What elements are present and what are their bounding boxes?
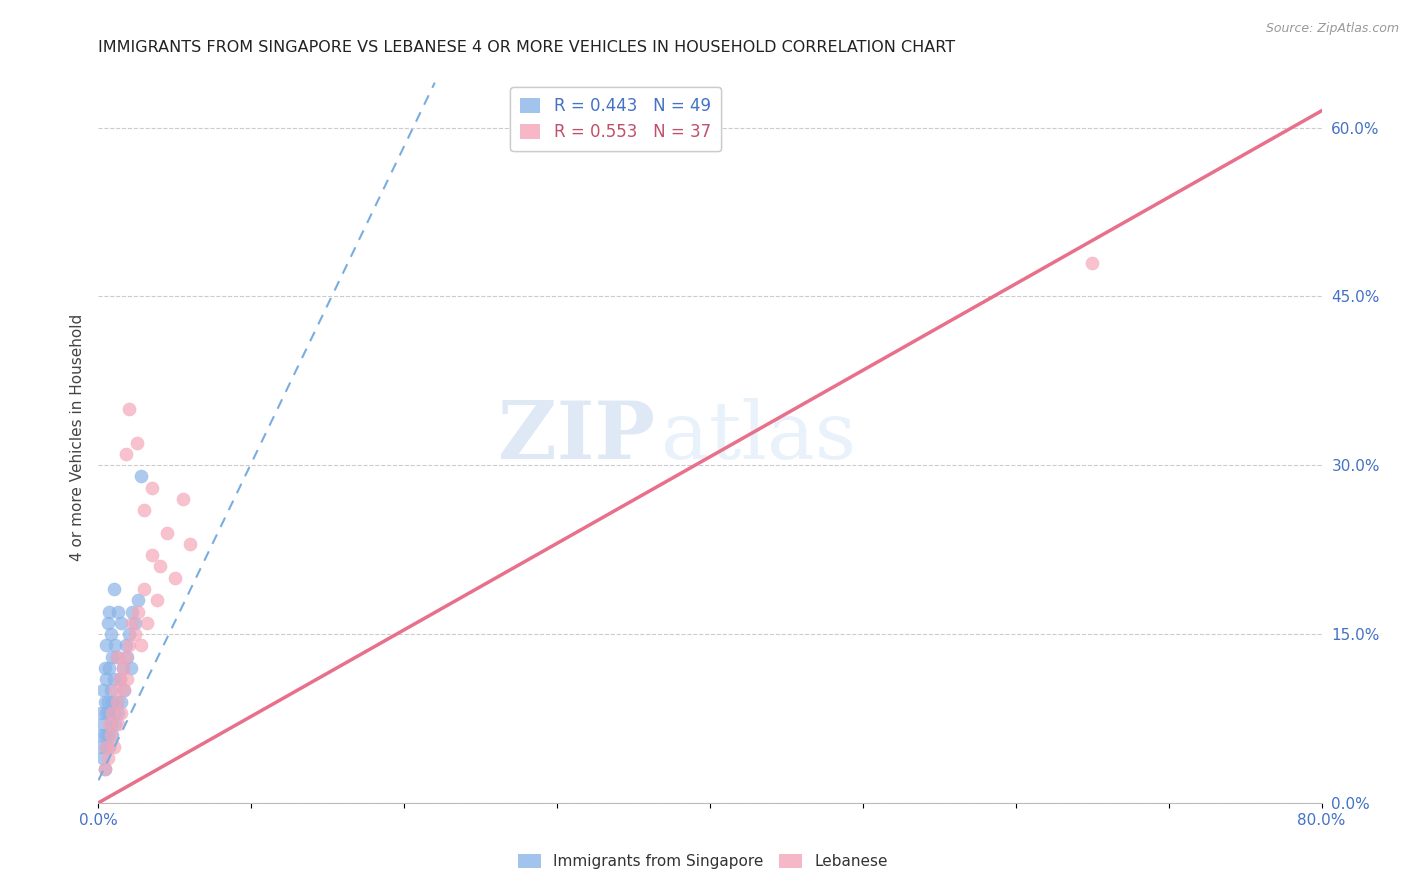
Point xyxy=(117,649,139,664)
Point xyxy=(118,627,141,641)
Point xyxy=(141,481,163,495)
Point xyxy=(163,571,186,585)
Point xyxy=(93,762,115,776)
Point xyxy=(100,627,122,641)
Point xyxy=(149,559,172,574)
Point xyxy=(90,728,112,742)
Legend: R = 0.443   N = 49, R = 0.553   N = 37: R = 0.443 N = 49, R = 0.553 N = 37 xyxy=(510,87,721,152)
Point xyxy=(98,661,121,675)
Point xyxy=(94,739,117,754)
Point xyxy=(101,649,124,664)
Point xyxy=(120,661,142,675)
Point xyxy=(97,615,120,630)
Point xyxy=(111,661,134,675)
Text: atlas: atlas xyxy=(661,398,856,476)
Point xyxy=(108,672,131,686)
Point xyxy=(104,638,127,652)
Point xyxy=(91,683,114,698)
Point xyxy=(105,649,128,664)
Point xyxy=(91,717,114,731)
Point xyxy=(93,661,115,675)
Point xyxy=(117,672,139,686)
Point xyxy=(110,694,132,708)
Point xyxy=(1081,255,1104,269)
Point xyxy=(107,605,129,619)
Point xyxy=(107,717,129,731)
Point xyxy=(97,751,120,765)
Point xyxy=(105,694,128,708)
Point xyxy=(97,694,120,708)
Text: IMMIGRANTS FROM SINGAPORE VS LEBANESE 4 OR MORE VEHICLES IN HOUSEHOLD CORRELATIO: IMMIGRANTS FROM SINGAPORE VS LEBANESE 4 … xyxy=(98,40,956,55)
Point xyxy=(112,683,135,698)
Point xyxy=(90,706,112,720)
Point xyxy=(141,548,163,562)
Point xyxy=(100,683,122,698)
Y-axis label: 4 or more Vehicles in Household: 4 or more Vehicles in Household xyxy=(69,313,84,561)
Point xyxy=(93,762,115,776)
Point xyxy=(134,582,156,596)
Point xyxy=(129,638,152,652)
Point xyxy=(98,739,121,754)
Point xyxy=(104,683,127,698)
Point xyxy=(105,649,128,664)
Point xyxy=(172,491,194,506)
Point xyxy=(110,615,132,630)
Point xyxy=(101,706,124,720)
Point xyxy=(93,728,115,742)
Point xyxy=(97,728,120,742)
Point xyxy=(108,672,131,686)
Point xyxy=(101,728,124,742)
Point xyxy=(118,638,141,652)
Point xyxy=(129,469,152,483)
Point xyxy=(89,739,111,754)
Point xyxy=(115,649,138,664)
Text: ZIP: ZIP xyxy=(498,398,655,476)
Point xyxy=(127,593,149,607)
Point xyxy=(110,706,132,720)
Point xyxy=(98,605,121,619)
Point xyxy=(111,661,134,675)
Point xyxy=(112,683,135,698)
Point xyxy=(134,503,156,517)
Point xyxy=(115,447,138,461)
Point xyxy=(125,435,148,450)
Point xyxy=(94,739,117,754)
Point xyxy=(105,694,128,708)
Point xyxy=(103,582,125,596)
Point xyxy=(101,694,124,708)
Point xyxy=(121,615,143,630)
Point xyxy=(179,537,201,551)
Legend: Immigrants from Singapore, Lebanese: Immigrants from Singapore, Lebanese xyxy=(512,848,894,875)
Point xyxy=(107,706,129,720)
Point xyxy=(124,615,146,630)
Point xyxy=(91,751,114,765)
Point xyxy=(94,638,117,652)
Point xyxy=(98,717,121,731)
Point xyxy=(98,706,121,720)
Point xyxy=(156,525,179,540)
Text: Source: ZipAtlas.com: Source: ZipAtlas.com xyxy=(1265,22,1399,36)
Point xyxy=(136,615,159,630)
Point xyxy=(121,605,143,619)
Point xyxy=(100,728,122,742)
Point xyxy=(103,672,125,686)
Point xyxy=(127,605,149,619)
Point xyxy=(124,627,146,641)
Point xyxy=(103,706,125,720)
Point xyxy=(94,706,117,720)
Point xyxy=(103,739,125,754)
Point xyxy=(93,694,115,708)
Point xyxy=(104,717,127,731)
Point xyxy=(118,401,141,416)
Point xyxy=(94,672,117,686)
Point xyxy=(100,717,122,731)
Point xyxy=(145,593,167,607)
Point xyxy=(115,638,138,652)
